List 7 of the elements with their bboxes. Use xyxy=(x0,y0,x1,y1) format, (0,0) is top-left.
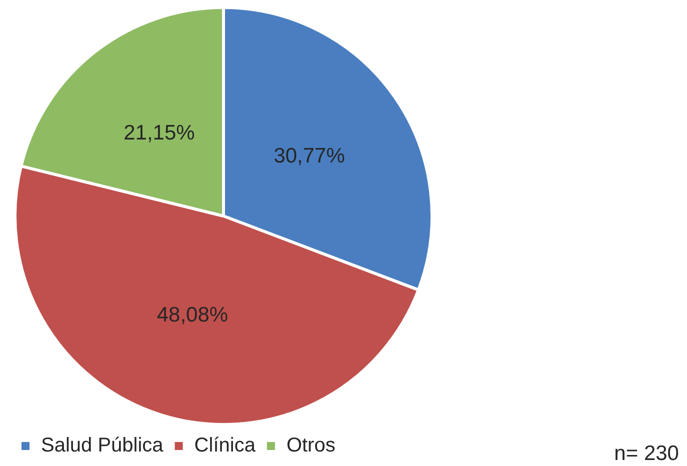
data-label: 30,77% xyxy=(274,144,345,168)
data-label: 48,08% xyxy=(156,303,228,326)
data-label: 21,15% xyxy=(124,122,195,145)
legend-label: Clínica xyxy=(194,434,256,457)
text: n= 230 xyxy=(614,442,679,465)
legend-label: Salud Pública xyxy=(41,434,164,457)
legend-label: Otros xyxy=(286,434,336,457)
